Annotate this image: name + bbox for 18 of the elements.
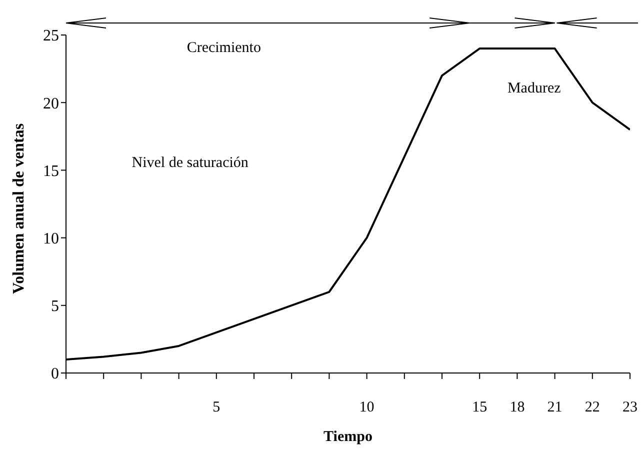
x-tick-label: 5 [212,400,220,416]
x-tick-label: 18 [510,400,525,416]
y-tick-label: 20 [43,95,59,112]
x-tick-label: 22 [584,400,600,416]
annotation: Madurez [507,80,562,96]
y-tick-label: 15 [43,162,59,180]
x-tick-label: 23 [622,400,638,416]
x-tick-label: 21 [547,400,562,416]
x-tick-label: 15 [472,400,488,416]
y-tick-label: 5 [51,298,59,316]
y-tick-label: 0 [51,366,59,383]
y-tick-label: 25 [43,28,59,45]
x-tick-label: 10 [359,400,374,416]
annotation: Crecimiento [186,40,261,56]
x-axis-title: Tiempo [324,429,372,445]
y-axis-title: Volumen anual de ventas [10,123,28,294]
annotation: Nivel de saturación [132,154,249,171]
y-tick-label: 10 [43,230,59,248]
